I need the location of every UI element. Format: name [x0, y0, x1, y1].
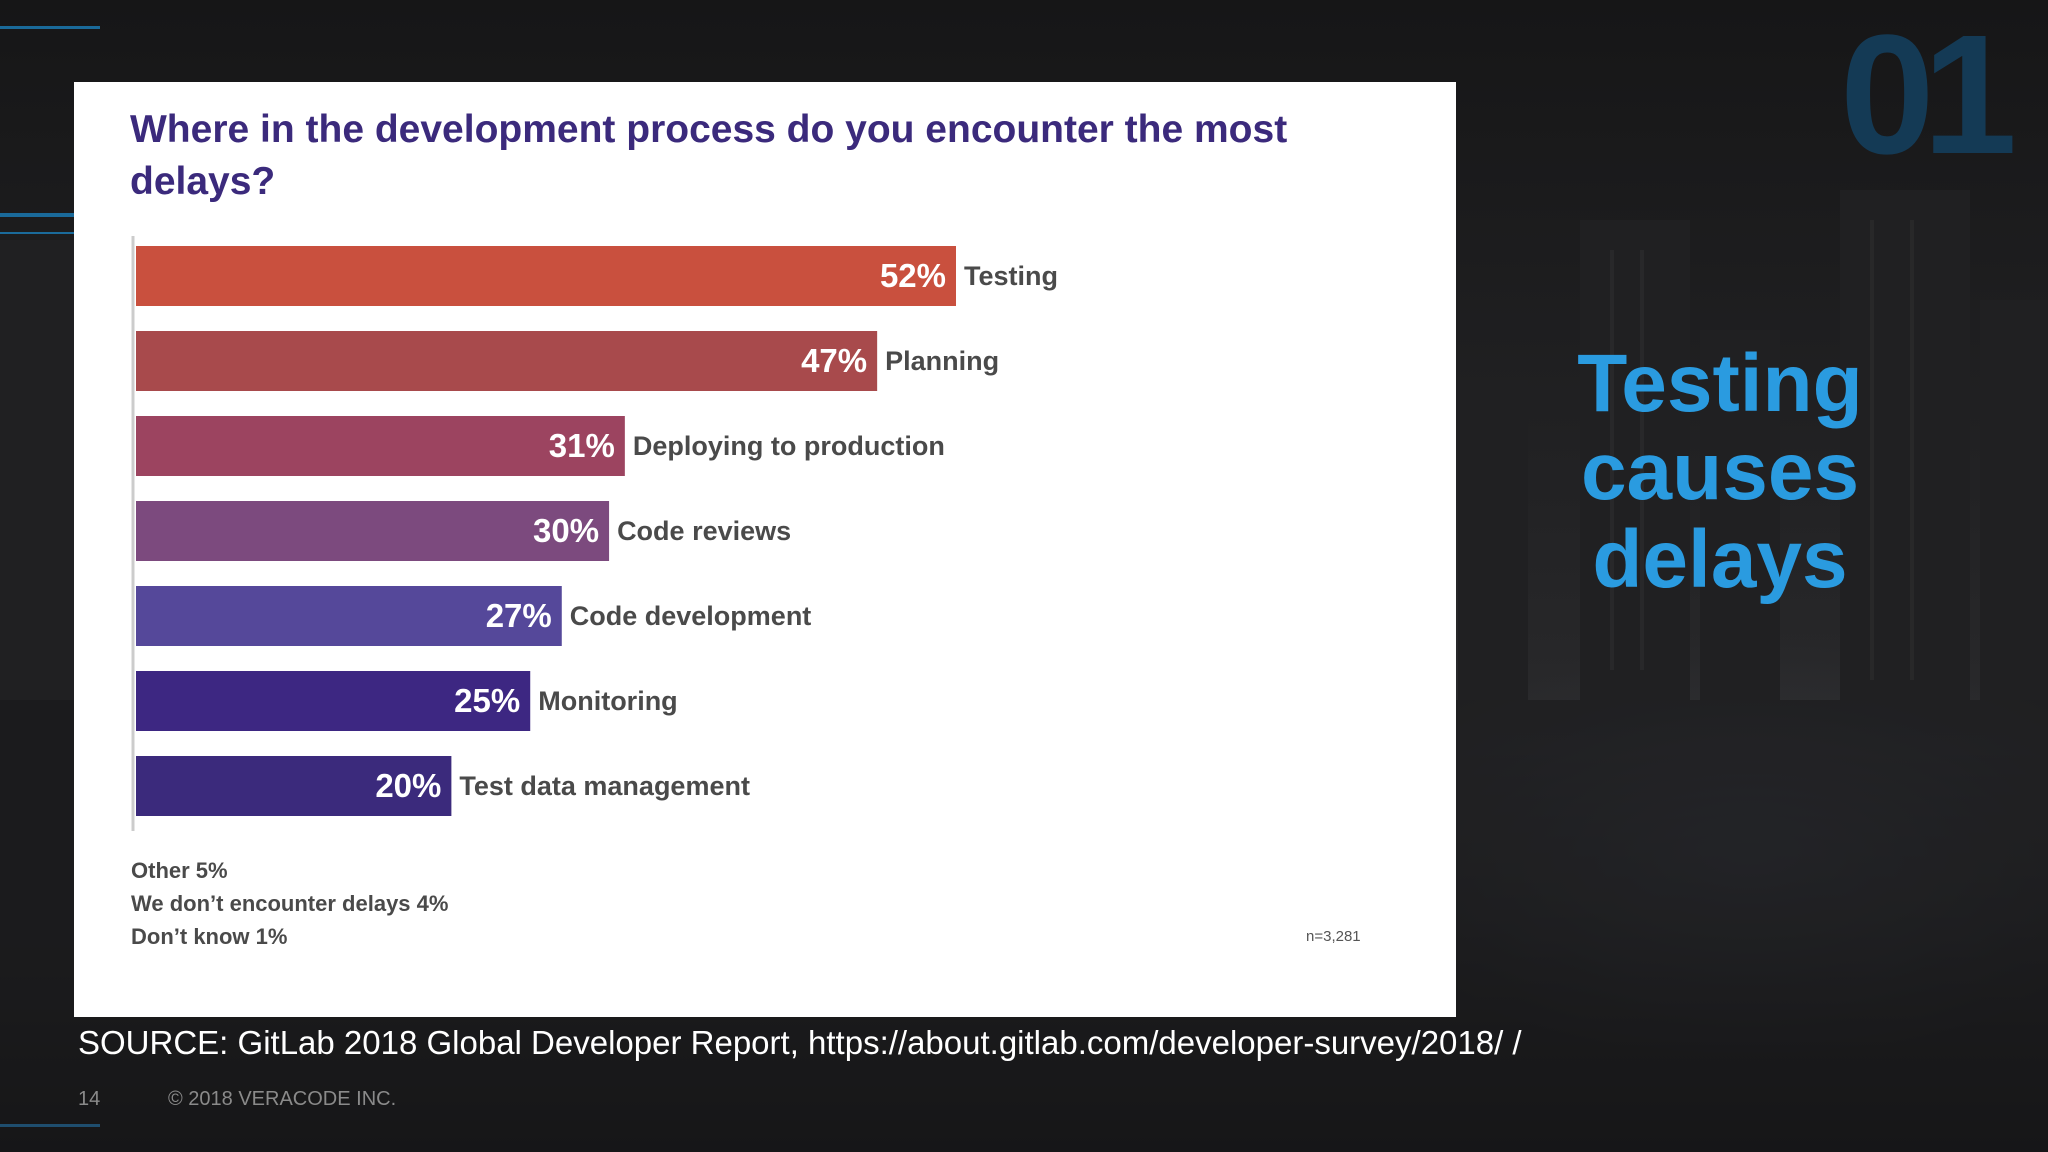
value-label-6: 25%	[454, 682, 520, 719]
note-other: Other 5%	[131, 858, 228, 883]
category-label-4: Code reviews	[617, 516, 791, 546]
source-citation: SOURCE: GitLab 2018 Global Developer Rep…	[78, 1024, 1522, 1061]
value-label-7: 20%	[375, 767, 441, 804]
value-label-1: 52%	[880, 257, 946, 294]
value-label-4: 30%	[533, 512, 599, 549]
accent-line-top	[0, 26, 100, 29]
copyright: © 2018 VERACODE INC.	[168, 1088, 397, 1110]
category-label-2: Planning	[885, 346, 999, 376]
bar-3	[136, 416, 625, 476]
headline: Testing causes delays	[1560, 340, 1880, 604]
category-label-6: Monitoring	[538, 686, 677, 716]
bar-2	[136, 331, 878, 391]
headline-line-1: Testing	[1577, 338, 1863, 429]
value-label-2: 47%	[801, 342, 867, 379]
chart-title: Where in the development process do you …	[130, 108, 1288, 203]
bar-4	[136, 501, 610, 561]
value-label-5: 27%	[486, 597, 552, 634]
category-label-5: Code development	[570, 601, 812, 631]
page-number: 14	[78, 1088, 101, 1110]
headline-line-2: causes	[1580, 426, 1860, 517]
section-number: 01	[1840, 0, 2017, 190]
chart-notes: Other 5% We don’t encounter delays 4% Do…	[131, 854, 448, 953]
note-dont-know: Don’t know 1%	[131, 924, 288, 949]
accent-line-left-2	[0, 232, 74, 234]
note-no-delays: We don’t encounter delays 4%	[131, 891, 449, 916]
bar-7	[136, 756, 452, 816]
chart-panel: Where in the development process do you …	[74, 82, 1456, 1017]
category-label-3: Deploying to production	[633, 431, 945, 461]
bar-1	[136, 246, 956, 306]
category-label-7: Test data management	[459, 771, 750, 801]
bar-chart: 52% Testing 47% Planning 31% Deploying to pro…	[131, 236, 1058, 831]
accent-line-left-1	[0, 213, 74, 217]
category-label-1: Testing	[964, 261, 1058, 291]
bar-6	[136, 671, 531, 731]
bar-5	[136, 586, 562, 646]
sample-size: n=3,281	[1306, 928, 1361, 945]
headline-line-3: delays	[1592, 514, 1848, 605]
value-label-3: 31%	[549, 427, 615, 464]
accent-line-bottom	[0, 1124, 100, 1127]
